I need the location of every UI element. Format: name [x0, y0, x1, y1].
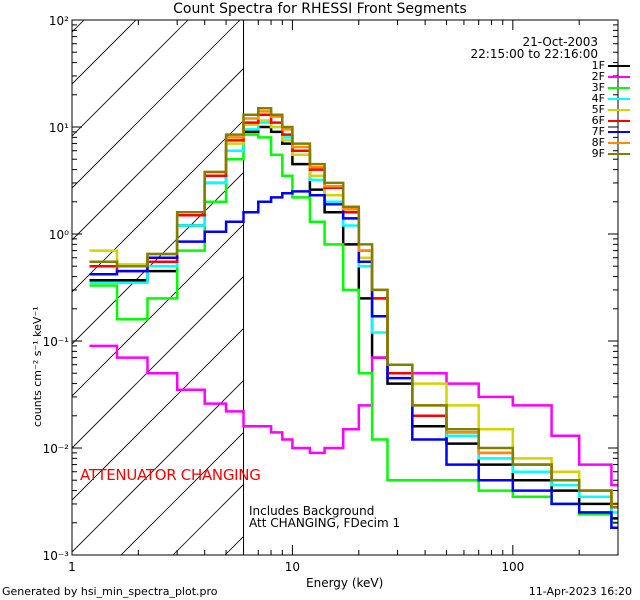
hatch-line [72, 20, 189, 137]
legend-swatch [608, 141, 630, 144]
hatch-line [72, 327, 244, 501]
hatch-line [120, 431, 244, 555]
y-tick-label: 10⁻² [43, 442, 70, 456]
plot-frame [71, 19, 619, 556]
x-tick-label: 1 [68, 560, 76, 574]
legend-swatch [608, 152, 630, 155]
hatch-line [72, 67, 244, 241]
y-axis-label: counts cm⁻² s⁻¹ keV⁻¹ [31, 306, 44, 427]
hatch-line [72, 275, 244, 449]
legend-swatch [608, 119, 630, 122]
legend-item-1F: 1F [591, 59, 630, 72]
legend: 1F 2F 3F 4F 5F 6F 7F 8F 9F [591, 59, 630, 160]
legend-label: 6F [591, 114, 605, 127]
series-line-1F [89, 125, 618, 520]
legend-label: 9F [591, 147, 605, 160]
legend-swatch [608, 97, 630, 100]
x-axis-label: Energy (keV) [306, 576, 384, 590]
hatch-line [72, 20, 85, 33]
legend-label: 5F [591, 103, 605, 116]
series-line-7F [89, 190, 618, 529]
attenuator-note: Att CHANGING, FDecim 1 [249, 516, 401, 530]
legend-swatch [608, 75, 630, 78]
legend-item-9F: 9F [591, 147, 630, 160]
x-tick-label: 10 [285, 560, 300, 574]
background-note: Includes Background [249, 504, 375, 518]
series-line-9F [89, 106, 618, 509]
legend-label: 1F [591, 59, 605, 72]
legend-item-5F: 5F [591, 103, 630, 116]
hatch-line [277, 20, 640, 555]
series-line-4F [89, 121, 618, 514]
hatch-line [72, 223, 244, 397]
legend-item-6F: 6F [591, 114, 630, 127]
generated-by-footer: Generated by hsi_min_spectra_plot.pro [2, 585, 218, 598]
hatch-line [72, 119, 244, 293]
legend-label: 3F [591, 81, 605, 94]
y-tick-label: 10⁻¹ [43, 335, 70, 349]
hatch-line [72, 379, 244, 553]
legend-label: 8F [591, 136, 605, 149]
y-tick-label: 10⁻³ [43, 549, 70, 563]
legend-item-3F: 3F [591, 81, 630, 94]
y-tick-label: 10² [49, 14, 69, 28]
legend-label: 2F [591, 70, 605, 83]
hatch-line [224, 535, 244, 555]
chart-title: Count Spectra for RHESSI Front Segments [173, 1, 467, 17]
series-line-5F [89, 119, 618, 506]
legend-item-7F: 7F [591, 125, 630, 138]
hatch-line [0, 20, 32, 555]
legend-swatch [608, 108, 630, 111]
attenuator-hatch [0, 20, 640, 555]
y-tick-label: 10⁰ [49, 228, 69, 242]
y-tick-label: 10¹ [49, 121, 69, 135]
timestamp-footer: 11-Apr-2023 16:20 [528, 585, 632, 598]
hatch-line [72, 171, 244, 345]
legend-swatch [608, 130, 630, 133]
hatch-line [72, 20, 241, 189]
legend-label: 4F [591, 92, 605, 105]
series-line-8F [89, 110, 618, 506]
attenuator-annotation: ATTENUATOR CHANGING [80, 466, 261, 484]
series-line-6F [89, 113, 618, 506]
legend-item-8F: 8F [591, 136, 630, 149]
legend-item-2F: 2F [591, 70, 630, 83]
observation-time-range: 22:15:00 to 22:16:00 [470, 47, 598, 61]
legend-swatch [608, 86, 630, 89]
series-line-2F [89, 344, 618, 487]
legend-item-4F: 4F [591, 92, 630, 105]
x-tick-label: 100 [501, 560, 524, 574]
legend-label: 7F [591, 125, 605, 138]
legend-swatch [608, 64, 630, 67]
observation-date: 21-Oct-2003 [522, 35, 598, 49]
